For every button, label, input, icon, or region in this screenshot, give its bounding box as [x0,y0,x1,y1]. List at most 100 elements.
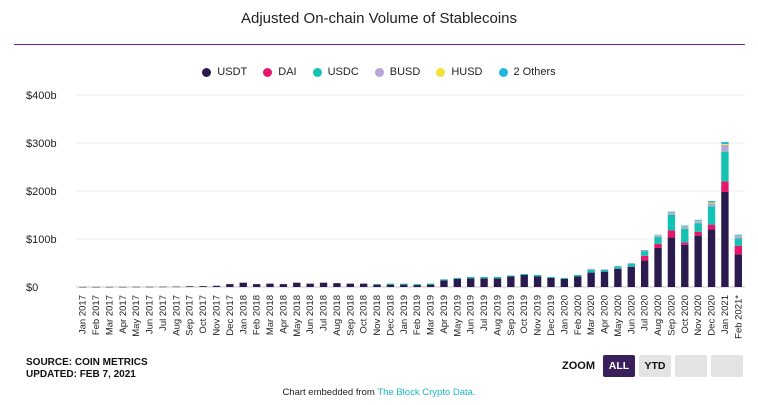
y-tick-label: $200b [26,186,57,198]
bar-segment [600,269,609,270]
x-tick-label: Feb 2020 [573,295,584,335]
bar-segment [681,244,689,287]
bar-segment [734,235,742,237]
x-tick-label: Dec 2020 [707,295,718,336]
bar-segment [734,236,742,239]
bar-segment [721,151,729,182]
zoom-label: ZOOM [562,360,595,372]
x-tick-label: Jul 2019 [479,295,490,331]
x-tick-label: Dec 2017 [225,295,236,336]
chart-title: Adjusted On-chain Volume of Stablecoins [241,10,517,27]
bar-segment [533,276,542,287]
legend-label: HUSD [451,66,483,78]
embed-link[interactable]: The Block Crypto Data. [377,387,476,398]
x-tick-label: Jul 2018 [319,295,330,331]
bar-segment [440,279,448,281]
legend-swatch [498,67,508,77]
legend-item-others[interactable]: 2 Others [498,66,556,78]
bar-segment [306,283,314,287]
bar-segment [547,276,555,278]
x-tick-label: Feb 2021* [733,295,744,339]
x-tick-label: Jul 2017 [158,295,169,331]
x-tick-label: Mar 2018 [265,295,276,335]
bar-segment [694,221,702,224]
x-tick-label: Jun 2018 [305,295,316,334]
bar-segment [132,286,140,288]
bar-segment [694,223,702,232]
bar-segment [640,251,649,256]
x-tick-label: Apr 2017 [118,295,129,334]
bar-segment [400,284,408,287]
bar-segment [640,255,649,261]
x-tick-label: Oct 2018 [359,295,370,334]
bar-segment [493,278,502,287]
legend-item-husd[interactable]: HUSD [436,66,483,78]
x-tick-label: Mar 2020 [586,295,597,335]
bar-segment [694,220,702,222]
legend-label: DAI [278,66,297,78]
bar-segment [627,266,635,287]
bar-segment [627,263,635,264]
bar-segment [587,272,595,287]
x-tick-label: Jun 2017 [145,295,156,334]
legend-item-dai[interactable]: DAI [263,66,297,78]
legend-swatch [312,67,322,77]
x-tick-label: Jan 2019 [399,295,410,334]
bar-segment [453,277,462,279]
bar-segment [386,283,395,285]
x-tick-label: Oct 2019 [519,295,530,334]
y-tick-label: $400b [26,90,57,102]
bar-segment [614,266,622,269]
bar-segment [480,278,488,287]
zoom-blank-button[interactable] [675,355,707,377]
bar-segment [467,278,475,287]
bar-segment [79,286,87,288]
bar-segment [707,202,716,204]
bar-segment [640,260,649,287]
x-tick-label: Jun 2020 [626,295,637,334]
source-note: SOURCE: COIN METRICS UPDATED: FEB 7, 202… [26,357,148,381]
legend-item-usdt[interactable]: USDT [202,66,247,78]
embed-text: Chart embedded from [282,387,375,398]
bar-segment [547,277,555,287]
x-tick-label: Sep 2018 [345,295,356,336]
bar-segment [119,286,127,288]
bar-segment [333,283,341,287]
x-tick-label: Feb 2017 [91,295,102,335]
bar-segment [145,286,154,288]
source-text: SOURCE: COIN METRICS [26,357,148,368]
x-tick-label: Jan 2021 [720,295,731,334]
legend-item-busd[interactable]: BUSD [374,66,420,78]
bar-segment [707,201,716,203]
bar-segment [507,276,515,287]
zoom-all-button[interactable]: ALL [603,355,635,377]
legend-swatch [202,67,212,77]
y-tick-label: $100b [26,234,57,246]
bar-segment [440,280,448,287]
x-tick-label: Oct 2017 [198,295,209,334]
legend-label: 2 Others [513,66,556,78]
x-tick-label: Dec 2018 [385,295,396,336]
bar-segment [520,274,528,275]
x-tick-label: Apr 2018 [278,295,289,334]
y-tick-label: $300b [26,138,57,150]
bar-segment [212,285,221,287]
x-tick-label: Mar 2019 [426,295,437,335]
x-tick-label: Jan 2017 [78,295,89,334]
legend-swatch [263,67,273,77]
zoom-blank-button[interactable] [711,355,743,377]
bar-segment [681,227,689,229]
bar-segment [587,269,595,273]
legend-item-usdc[interactable]: USDC [312,66,359,78]
bar-segment [319,282,328,287]
bar-segment [681,225,689,227]
bar-segment [105,286,114,288]
bar-segment [159,286,167,288]
bar-segment [507,275,515,277]
zoom-ytd-button[interactable]: YTD [639,355,671,377]
bar-segment [667,237,676,287]
legend-label: USDT [217,66,248,78]
legend-swatch [374,67,384,77]
bar-segment [373,284,381,287]
